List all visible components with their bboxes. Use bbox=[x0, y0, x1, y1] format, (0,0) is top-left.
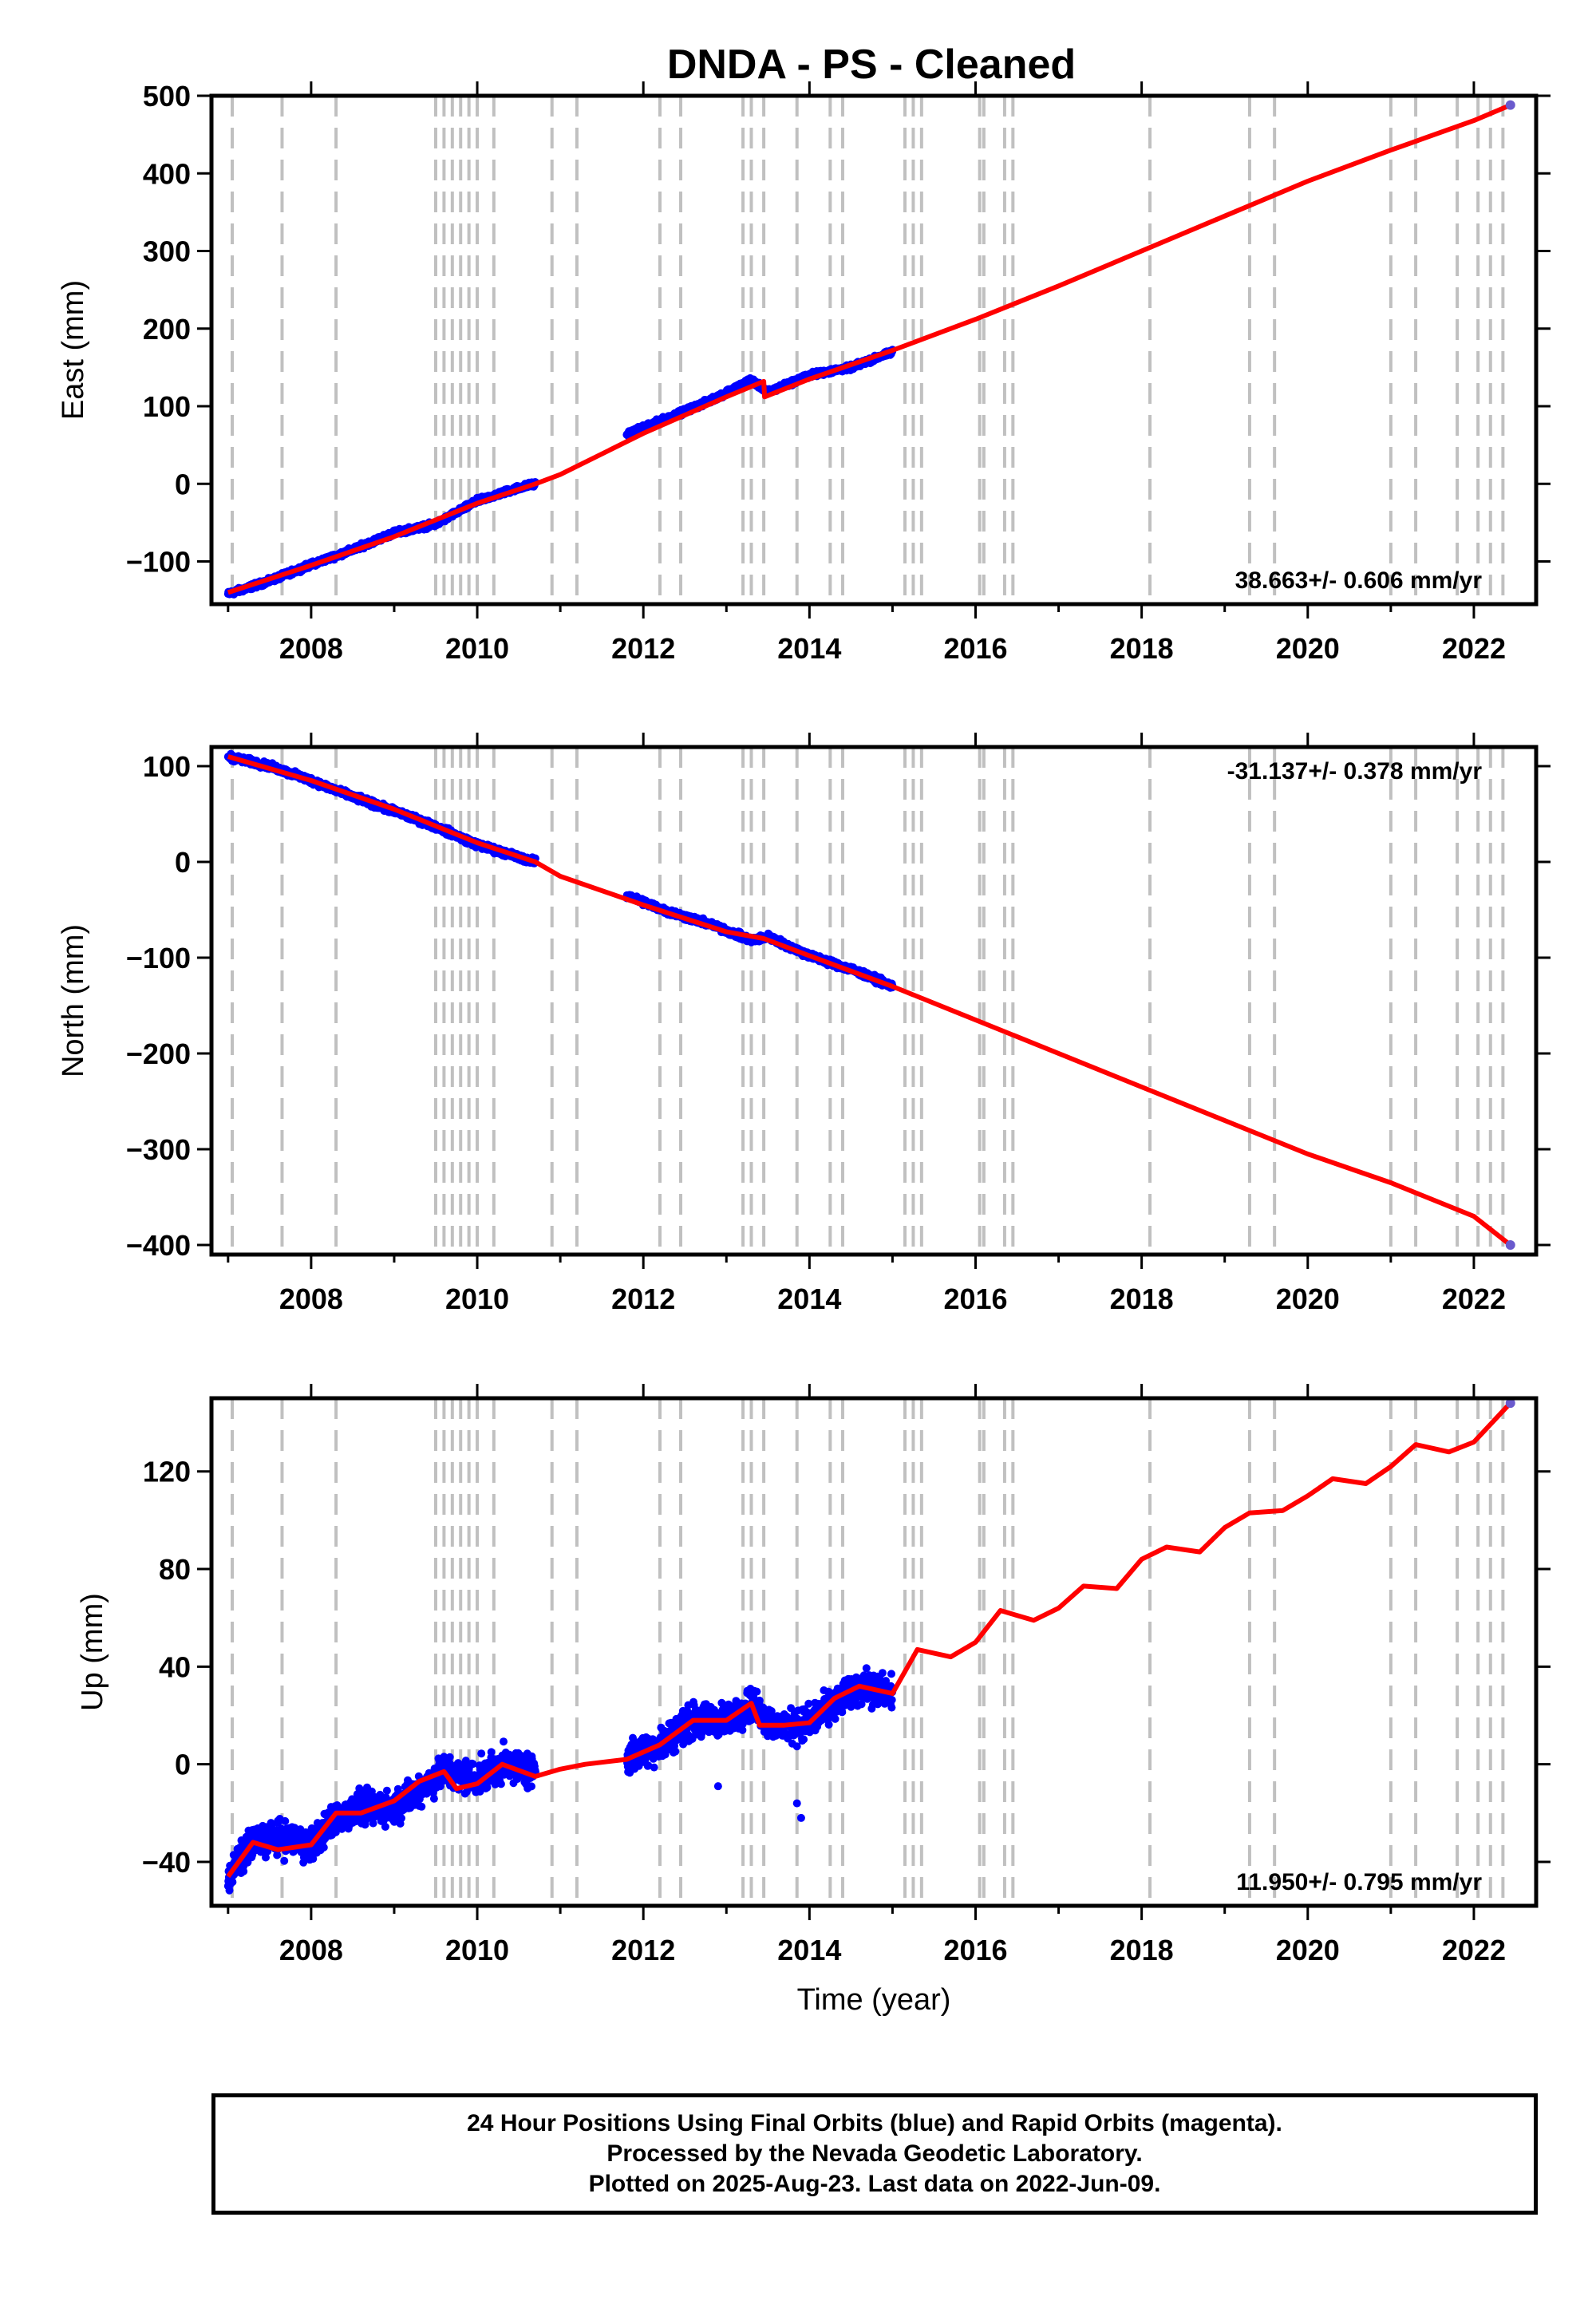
x-tick-label: 2012 bbox=[611, 632, 675, 665]
y-tick-label: −100 bbox=[126, 546, 191, 579]
north-axis-label: North (mm) bbox=[57, 924, 90, 1077]
data-point bbox=[381, 1823, 389, 1831]
last-data-point bbox=[1505, 100, 1515, 110]
data-point bbox=[281, 1816, 290, 1825]
event-lines bbox=[231, 747, 1505, 1255]
x-tick-label: 2010 bbox=[445, 632, 509, 665]
x-tick-label: 2016 bbox=[943, 1282, 1007, 1315]
panel-east: 2008 2010 2012 2014 2016 2018 2020 2022 −100 0 100… bbox=[57, 80, 1551, 665]
x-tick-label: 2014 bbox=[777, 1282, 841, 1315]
x-tick-label: 2018 bbox=[1110, 632, 1174, 665]
data-point bbox=[262, 1853, 270, 1862]
panel-north: 2008 2010 2012 2014 2016 2018 2020 2022 −400 −300… bbox=[57, 733, 1551, 1315]
plot-frame bbox=[209, 93, 1539, 607]
data-point bbox=[228, 1878, 237, 1887]
y-tick-label: 100 bbox=[143, 750, 191, 783]
data-point bbox=[239, 1867, 248, 1875]
panels: 2008 2010 2012 2014 2016 2018 2020 2022 −100 0 100… bbox=[57, 80, 1551, 2017]
model-fit-line bbox=[227, 102, 1511, 595]
data-point bbox=[309, 1855, 318, 1863]
plot-frame bbox=[209, 745, 1539, 1257]
y-tick-label: 400 bbox=[143, 157, 191, 190]
x-tick-label: 2008 bbox=[279, 632, 343, 665]
x-tick-label: 2016 bbox=[943, 632, 1007, 665]
x-tick-label: 2018 bbox=[1110, 1282, 1174, 1315]
east-axis-label: East (mm) bbox=[57, 280, 90, 420]
y-tick-label: −100 bbox=[126, 942, 191, 974]
x-tick-label: 2014 bbox=[777, 632, 841, 665]
y-tick-label: −200 bbox=[126, 1037, 191, 1070]
data-point bbox=[369, 1819, 377, 1828]
y-tick-label: −400 bbox=[126, 1229, 191, 1262]
event-lines bbox=[231, 1398, 1505, 1906]
x-tick-label: 2012 bbox=[611, 1282, 675, 1315]
panel-up: 2008 2010 2012 2014 2016 2018 2020 2022−4004080… bbox=[76, 1384, 1551, 2017]
figure-title: DNDA - PS - Cleaned bbox=[667, 41, 1076, 88]
data-point bbox=[319, 1843, 328, 1852]
x-tick-label: 2022 bbox=[1442, 1282, 1506, 1315]
last-data-point bbox=[1505, 1240, 1515, 1250]
east-rate-label: 38.663+/- 0.606 mm/yr bbox=[1235, 567, 1483, 594]
data-point bbox=[280, 1856, 289, 1865]
y-tick-label: 0 bbox=[175, 846, 191, 879]
x-tick-label: 2020 bbox=[1276, 1282, 1340, 1315]
north-rate-label: -31.137+/- 0.378 mm/yr bbox=[1227, 758, 1483, 785]
y-tick-label: 100 bbox=[143, 390, 191, 423]
x-tick-label: 2020 bbox=[1276, 632, 1340, 665]
model-fit-line bbox=[227, 754, 1512, 1247]
data-point bbox=[382, 1786, 391, 1795]
y-tick-label: −300 bbox=[126, 1133, 191, 1166]
y-tick-label: 500 bbox=[143, 80, 191, 113]
x-tick-label: 2008 bbox=[279, 1282, 343, 1315]
y-tick-label: 200 bbox=[143, 313, 191, 346]
x-tick-label: 2022 bbox=[1442, 632, 1506, 665]
y-tick-label: 300 bbox=[143, 235, 191, 268]
y-tick-label: 0 bbox=[175, 468, 191, 500]
x-tick-label: 2010 bbox=[445, 1282, 509, 1315]
